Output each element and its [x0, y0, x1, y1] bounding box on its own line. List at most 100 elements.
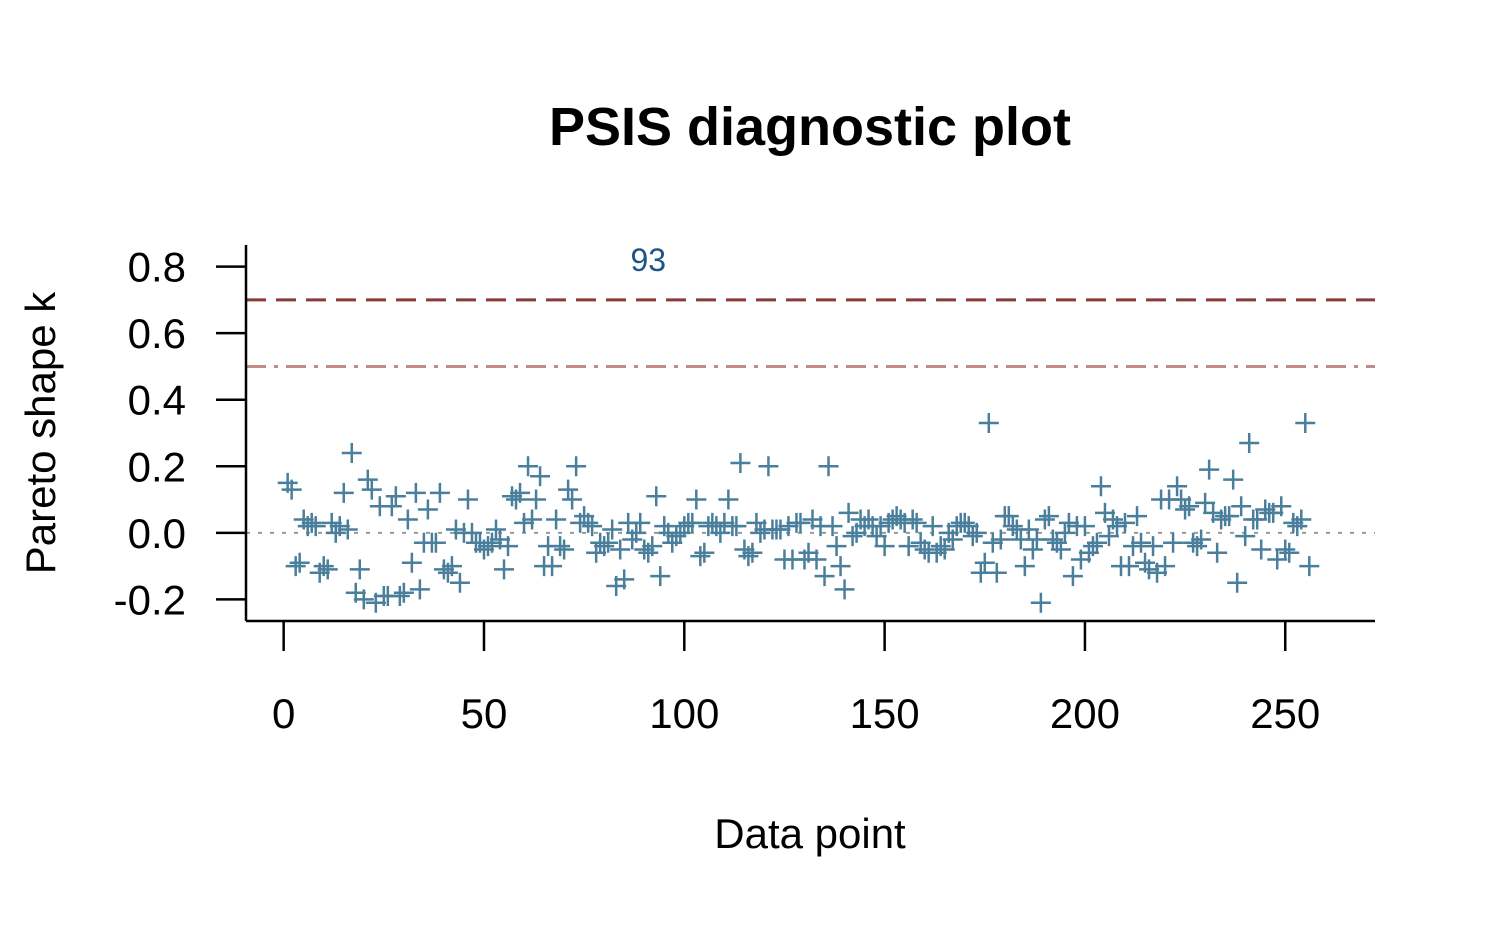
data-point — [730, 452, 751, 473]
data-point — [1239, 432, 1260, 453]
data-point — [974, 552, 995, 573]
data-point — [838, 502, 859, 523]
data-point — [1227, 572, 1248, 593]
data-point — [990, 529, 1011, 550]
data-point — [441, 556, 462, 577]
data-point — [554, 539, 575, 560]
data-point — [494, 559, 515, 580]
data-point — [349, 559, 370, 580]
data-point — [686, 489, 707, 510]
data-point — [906, 512, 927, 533]
data-point — [630, 512, 651, 533]
data-point — [822, 516, 843, 537]
y-tick-label: 0.0 — [128, 510, 186, 557]
data-point — [1191, 529, 1212, 550]
data-point — [914, 539, 935, 560]
data-point — [1275, 539, 1296, 560]
data-point — [714, 512, 735, 533]
data-point — [321, 512, 342, 533]
data-point — [498, 536, 519, 557]
x-axis-label: Data point — [714, 810, 906, 857]
data-point — [317, 559, 338, 580]
data-point — [1219, 506, 1240, 527]
data-point — [566, 456, 587, 477]
annotation-label: 93 — [630, 242, 666, 278]
data-point — [457, 489, 478, 510]
data-point — [602, 519, 623, 540]
data-point — [1058, 512, 1079, 533]
data-point — [313, 556, 334, 577]
data-point — [1119, 556, 1140, 577]
data-point — [634, 539, 655, 560]
data-point — [1054, 522, 1075, 543]
data-point — [642, 536, 663, 557]
data-point — [814, 566, 835, 587]
data-point — [1106, 516, 1127, 537]
y-axis-ticks: -0.2 0.0 0.2 0.4 0.6 0.8 — [114, 244, 246, 623]
data-point — [694, 542, 715, 563]
data-point — [1231, 496, 1252, 517]
x-axis-ticks: 0 50 100 150 200 250 — [272, 621, 1320, 737]
data-point — [485, 519, 506, 540]
data-point — [650, 566, 671, 587]
data-point — [1018, 519, 1039, 540]
data-point — [1255, 499, 1276, 520]
x-tick-label: 100 — [649, 690, 719, 737]
data-point — [429, 482, 450, 503]
y-axis-label: Pareto shape k — [17, 291, 64, 575]
data-point — [1050, 539, 1071, 560]
data-point — [425, 532, 446, 553]
data-point — [1002, 516, 1023, 537]
reference-lines — [246, 298, 1375, 534]
data-point — [930, 536, 951, 557]
data-point — [1034, 509, 1055, 530]
data-point — [790, 512, 811, 533]
data-point — [341, 442, 362, 463]
data-point — [778, 516, 799, 537]
data-point — [1199, 459, 1220, 480]
data-point — [598, 532, 619, 553]
data-point — [1115, 512, 1135, 533]
data-point — [1183, 532, 1204, 553]
data-point — [301, 512, 322, 533]
y-tick-label: 0.2 — [128, 443, 186, 490]
data-point — [1291, 509, 1312, 530]
data-point — [1299, 556, 1320, 577]
data-point — [998, 506, 1019, 527]
data-point — [1207, 542, 1228, 563]
data-point — [758, 456, 779, 477]
data-point — [870, 516, 891, 537]
data-point — [1271, 496, 1292, 517]
data-point — [1074, 516, 1095, 537]
data-points — [278, 413, 1320, 613]
data-point — [1143, 536, 1164, 557]
data-point — [826, 536, 847, 557]
data-point — [1175, 499, 1196, 520]
data-point — [1167, 476, 1188, 497]
data-point — [750, 522, 771, 543]
data-point — [1086, 532, 1107, 553]
x-tick-label: 150 — [850, 690, 920, 737]
data-point — [397, 509, 418, 530]
data-point — [417, 499, 438, 520]
data-point — [610, 539, 631, 560]
data-point — [477, 536, 498, 557]
data-point — [353, 589, 374, 610]
data-point — [682, 512, 703, 533]
data-point — [1155, 556, 1176, 577]
data-point — [594, 536, 615, 557]
data-point — [874, 536, 895, 557]
data-point — [289, 552, 310, 573]
data-point — [510, 482, 531, 503]
data-point — [1127, 506, 1148, 527]
data-point — [742, 542, 763, 563]
x-tick-label: 0 — [272, 690, 295, 737]
data-point — [710, 522, 731, 543]
data-point — [1279, 542, 1300, 563]
data-point — [934, 539, 955, 560]
data-point — [674, 516, 695, 537]
data-point — [558, 479, 579, 500]
data-point — [337, 519, 358, 540]
data-point — [393, 582, 414, 603]
data-point — [806, 549, 827, 570]
